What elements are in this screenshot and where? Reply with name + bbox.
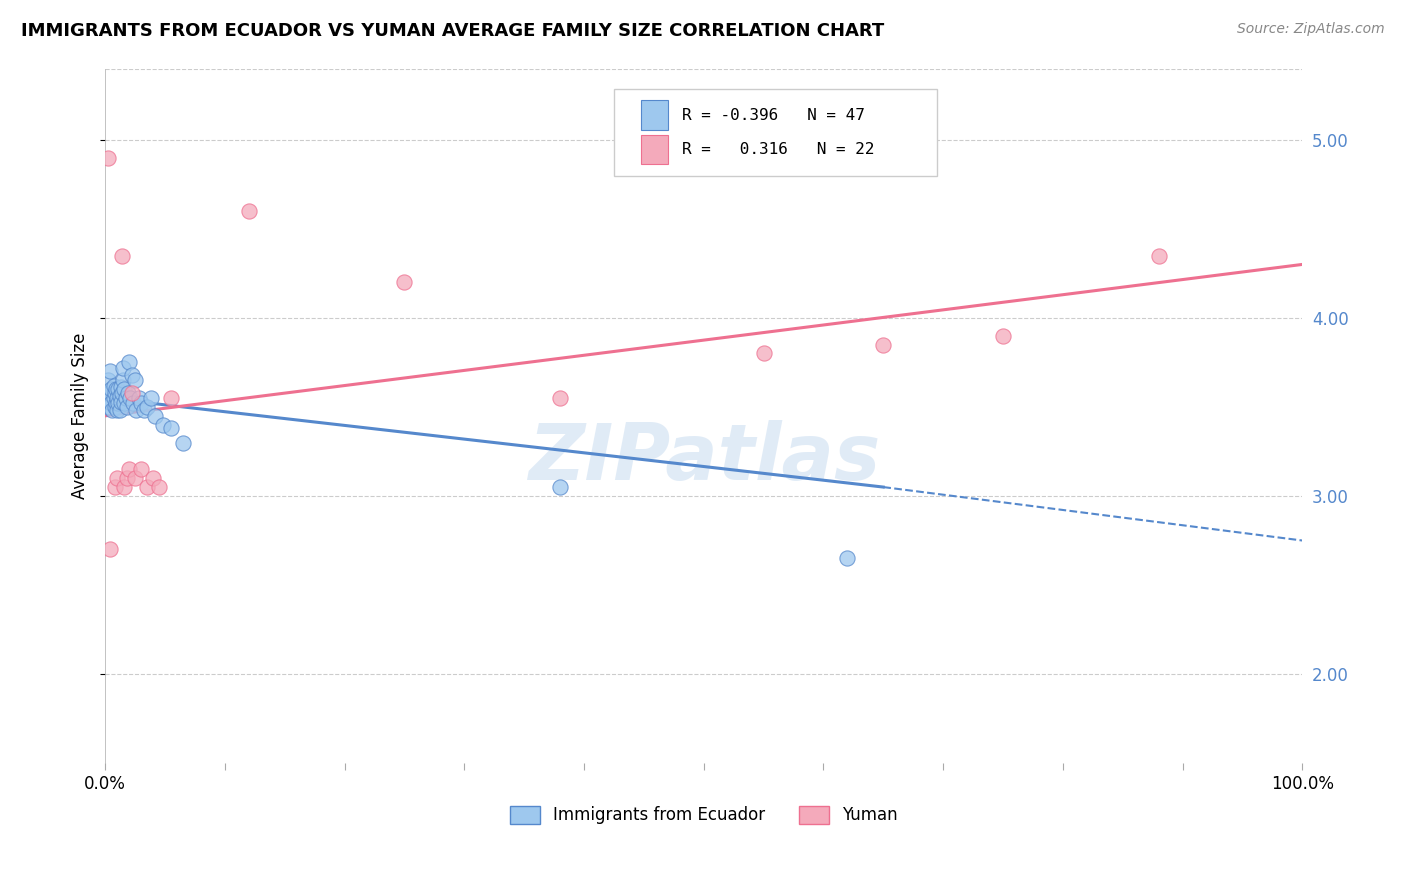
Point [991,328,1014,343]
Point [97,373,120,387]
Point [111,248,134,262]
Point [172,435,194,450]
Point [97,400,120,414]
Y-axis label: Average Family Size: Average Family Size [72,333,89,499]
Text: Source: ZipAtlas.com: Source: ZipAtlas.com [1237,22,1385,37]
Point [148,480,170,494]
Point [97,151,120,165]
Point [394,275,416,289]
Point [115,471,138,485]
Legend: Immigrants from Ecuador, Yuman: Immigrants from Ecuador, Yuman [510,805,897,824]
Point [132,403,155,417]
Point [100,396,122,410]
Point [101,403,124,417]
Bar [641,136,668,164]
Point [110,394,132,409]
Point [110,380,132,394]
Point [837,551,859,566]
Point [125,403,148,417]
Point [100,382,122,396]
Text: IMMIGRANTS FROM ECUADOR VS YUMAN AVERAGE FAMILY SIZE CORRELATION CHART: IMMIGRANTS FROM ECUADOR VS YUMAN AVERAGE… [21,22,884,40]
Point [118,462,141,476]
Point [117,385,139,400]
Point [105,471,128,485]
Point [118,355,141,369]
Point [124,373,146,387]
Point [145,409,167,423]
Point [104,480,127,494]
Point [98,364,121,378]
Point [129,462,152,476]
Point [128,391,150,405]
Point [160,421,183,435]
Point [104,385,127,400]
Point [103,391,125,405]
Point [104,396,127,410]
Point [139,391,162,405]
Point [112,360,135,375]
Point [107,382,129,396]
Point [105,391,128,405]
Point [104,382,127,396]
Bar [641,101,668,129]
Point [115,400,138,414]
Point [108,389,131,403]
Point [103,378,125,392]
Point [752,346,775,360]
Point [112,480,135,494]
Point [548,391,571,405]
Point [112,382,135,396]
Point [96,391,118,405]
Point [121,385,143,400]
Point [548,480,571,494]
Text: R = -0.396   N = 47: R = -0.396 N = 47 [682,108,865,122]
Point [111,385,134,400]
Point [108,403,131,417]
Point [120,391,142,405]
Point [105,403,128,417]
Point [107,396,129,410]
Point [160,391,183,405]
Point [152,417,174,432]
Point [97,385,120,400]
Point [114,391,136,405]
Point [142,471,165,485]
Point [98,542,121,557]
Point [136,400,159,414]
FancyBboxPatch shape [614,89,938,177]
Point [129,396,152,410]
Point [238,204,260,219]
Point [1147,248,1170,262]
Point [121,368,143,382]
Text: R =   0.316   N = 22: R = 0.316 N = 22 [682,143,875,157]
Text: ZIPatlas: ZIPatlas [527,419,880,495]
Point [112,396,135,410]
Point [124,471,146,485]
Point [121,396,143,410]
Point [872,337,894,351]
Point [104,400,127,414]
Point [136,480,159,494]
Point [112,373,135,387]
